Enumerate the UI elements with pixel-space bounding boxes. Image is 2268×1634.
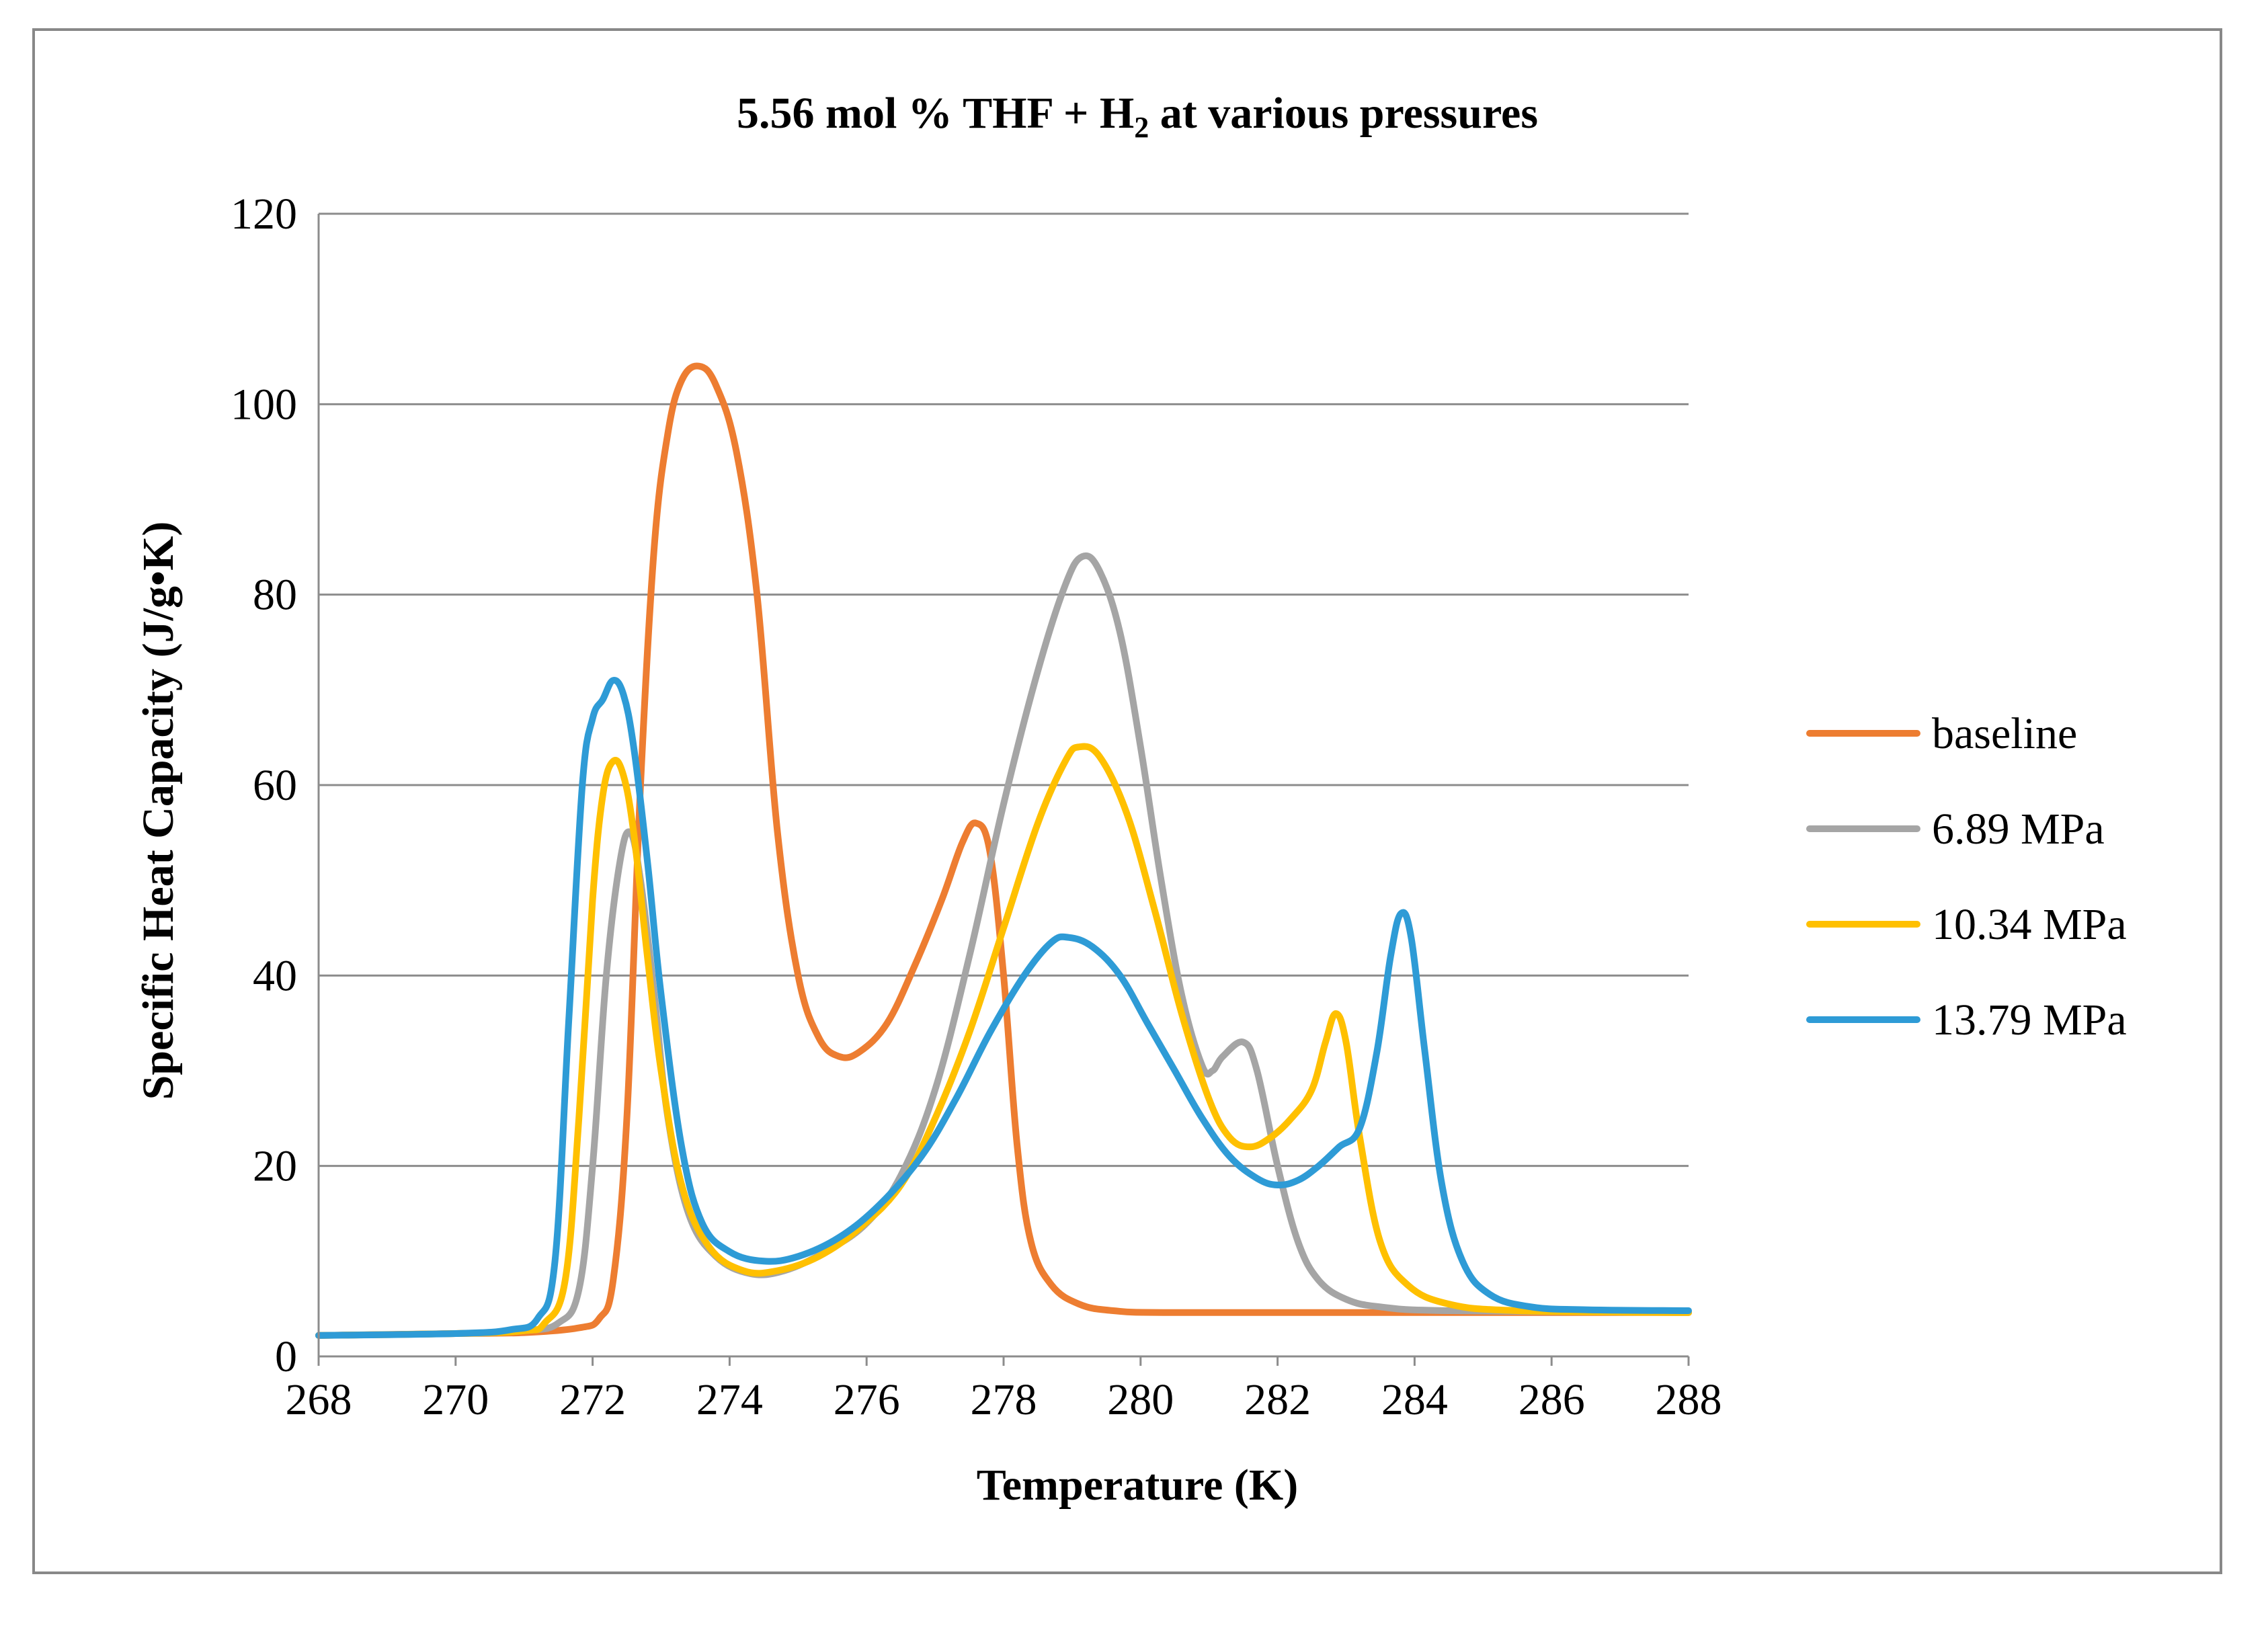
chart-frame: 5.56 mol % THF + H2 at various pressures… [32,28,2222,1574]
x-tick-label-276: 276 [834,1375,900,1424]
x-axis-tick-labels: 268 270 272 274 276 278 280 282 284 286 288 [286,1375,1722,1424]
y-tick-label-80: 80 [253,571,297,620]
y-tick-label-100: 100 [231,380,297,429]
y-tick-label-40: 40 [253,951,297,1000]
legend-label-baseline: baseline [1932,709,2077,758]
x-tick-label-278: 278 [971,1375,1037,1424]
x-tick-label-268: 268 [286,1375,352,1424]
x-tick-label-284: 284 [1381,1375,1448,1424]
axes [317,214,1690,1366]
y-tick-label-0: 0 [275,1332,297,1381]
series-line-baseline [315,362,1692,1339]
series-line-10-34-mpa [315,743,1692,1339]
series-lines [315,362,1692,1339]
y-tick-label-120: 120 [231,190,297,239]
chart-title-subscript: 2 [1134,111,1149,144]
x-tick-label-272: 272 [559,1375,626,1424]
legend: baseline 6.89 MPa 10.34 MPa 13.79 MPa [1806,709,2127,1045]
x-tick-label-274: 274 [696,1375,763,1424]
series-line-13-79-mpa [315,677,1692,1339]
x-tick-label-270: 270 [422,1375,489,1424]
gridlines [319,212,1689,1168]
y-axis-tick-labels: 0 20 40 60 80 100 120 [231,190,297,1381]
series-line-6-89-mpa [315,552,1692,1339]
chart-canvas: 5.56 mol % THF + H2 at various pressures… [134,89,2127,1510]
legend-label-10-34-mpa: 10.34 MPa [1932,900,2127,949]
x-tick-label-282: 282 [1244,1375,1311,1424]
y-tick-label-20: 20 [253,1142,297,1191]
y-tick-label-60: 60 [253,761,297,810]
x-tick-label-286: 286 [1518,1375,1585,1424]
x-tick-label-288: 288 [1656,1375,1722,1424]
chart-title: 5.56 mol % THF + H2 at various pressures [737,89,1538,144]
legend-label-6-89-mpa: 6.89 MPa [1932,805,2105,854]
y-axis-title: Specific Heat Capacity (J/g•K) [134,522,183,1100]
x-tick-label-280: 280 [1107,1375,1174,1424]
chart-title-suffix: at various pressures [1149,89,1538,138]
legend-label-13-79-mpa: 13.79 MPa [1932,995,2127,1045]
x-axis-title: Temperature (K) [977,1461,1298,1510]
